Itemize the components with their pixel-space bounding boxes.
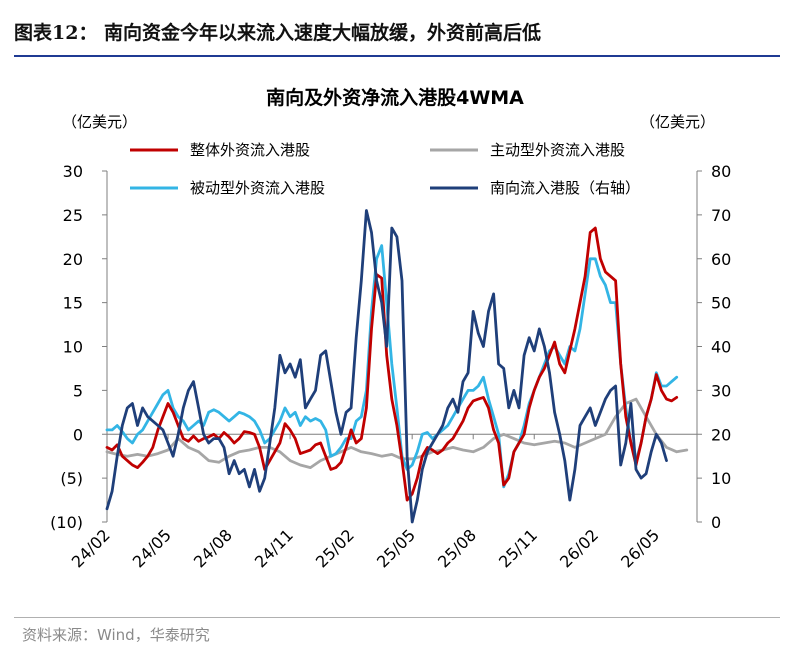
series-layer — [105, 209, 689, 524]
title-rule — [14, 55, 780, 57]
legend-label: 主动型外资流入港股 — [490, 141, 625, 159]
x-tick-label: 26/02 — [556, 525, 602, 571]
x-tick-label: 24/11 — [251, 525, 297, 571]
right-tick-label: 80 — [711, 162, 731, 181]
x-tick-label: 25/11 — [495, 525, 541, 571]
left-tick-label: (5) — [60, 469, 83, 488]
left-tick-label: 20 — [63, 250, 83, 269]
left-tick-label: (10) — [50, 513, 83, 532]
right-tick-label: 70 — [711, 206, 731, 225]
series-line-1 — [105, 397, 689, 469]
figure-title: 图表12： 南向资金今年以来流入速度大幅放缓，外资前高后低 — [14, 22, 542, 44]
left-tick-label: 5 — [73, 381, 83, 400]
left-tick-label: 0 — [73, 425, 83, 444]
legend-label: 被动型外资流入港股 — [190, 179, 325, 197]
right-tick-label: 30 — [711, 381, 731, 400]
left-tick-label: 30 — [63, 162, 83, 181]
x-tick-label: 24/02 — [68, 525, 114, 571]
right-axis-unit: （亿美元） — [640, 113, 715, 131]
left-tick-label: 10 — [63, 338, 83, 357]
source-rule — [14, 617, 780, 618]
x-tick-label: 24/08 — [190, 525, 236, 571]
legend-label: 南向流入港股（右轴） — [490, 179, 640, 197]
right-tick-label: 0 — [711, 513, 721, 532]
left-tick-label: 25 — [63, 206, 83, 225]
right-tick-label: 40 — [711, 338, 731, 357]
left-axis-unit: （亿美元） — [62, 113, 137, 131]
source-note: 资料来源：Wind，华泰研究 — [22, 626, 210, 644]
right-tick-label: 60 — [711, 250, 731, 269]
x-tick-label: 25/05 — [373, 525, 419, 571]
right-tick-label: 10 — [711, 469, 731, 488]
series-line-2 — [105, 244, 679, 489]
series-line-0 — [105, 226, 679, 502]
x-tick-label: 24/05 — [129, 525, 175, 571]
series-line-3 — [105, 209, 668, 524]
x-tick-label: 25/08 — [434, 525, 480, 571]
right-tick-label: 20 — [711, 425, 731, 444]
left-tick-label: 15 — [63, 294, 83, 313]
chart-title: 南向及外资净流入港股4WMA — [266, 86, 524, 109]
x-tick-label: 25/02 — [312, 525, 358, 571]
x-tick-label: 26/05 — [617, 525, 663, 571]
legend-label: 整体外资流入港股 — [190, 141, 310, 159]
right-tick-label: 50 — [711, 294, 731, 313]
